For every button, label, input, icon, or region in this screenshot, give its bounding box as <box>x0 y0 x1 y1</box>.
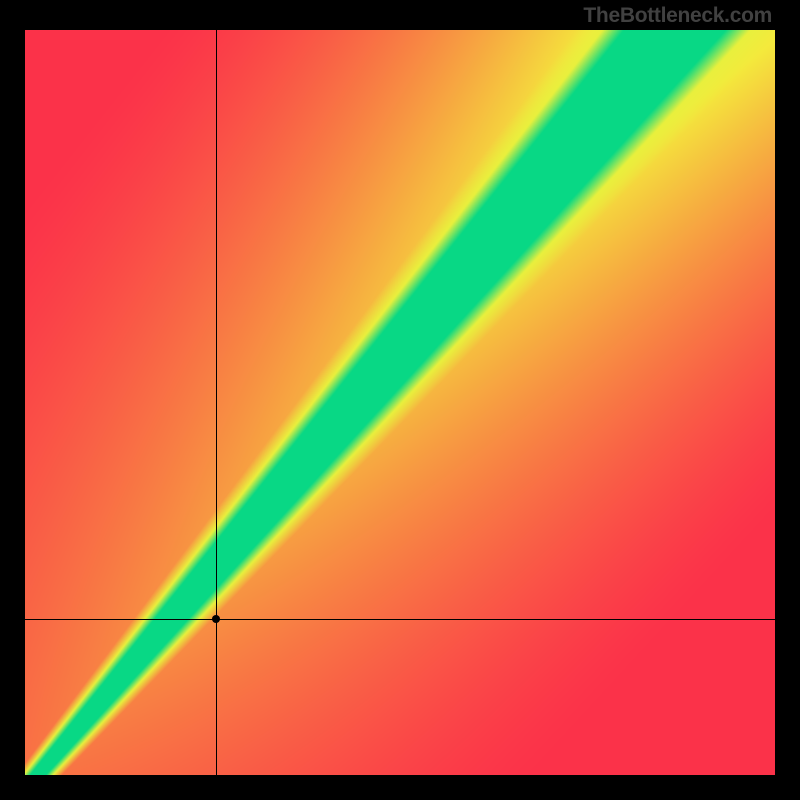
heatmap-plot <box>25 30 775 775</box>
watermark-text: TheBottleneck.com <box>583 4 772 28</box>
data-point-marker <box>212 615 220 623</box>
crosshair-vertical <box>216 30 217 775</box>
heatmap-canvas <box>25 30 775 775</box>
crosshair-horizontal <box>25 619 775 620</box>
